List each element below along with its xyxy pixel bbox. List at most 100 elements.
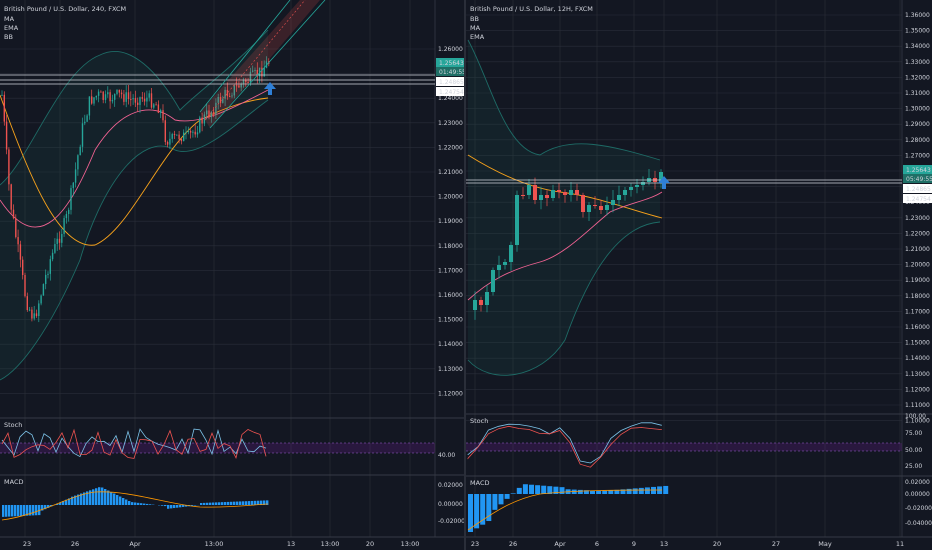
candle [192, 131, 194, 133]
macd-bar [83, 492, 86, 505]
candle [497, 265, 501, 270]
macd-bar [209, 502, 212, 505]
candle [40, 295, 42, 304]
candle [196, 132, 199, 135]
candle [31, 309, 33, 319]
candle [77, 155, 79, 170]
macd-bar [498, 494, 504, 505]
price-tick: 1.36000 [905, 12, 930, 19]
candle [26, 296, 28, 311]
macd-bar [638, 487, 644, 494]
candle [38, 303, 40, 317]
candle [153, 104, 155, 108]
price-tick: 1.14000 [438, 341, 463, 348]
candle [551, 190, 555, 198]
macd-bar [529, 484, 534, 494]
candle [5, 121, 8, 150]
candle [137, 102, 139, 105]
candle [162, 110, 164, 121]
candle [8, 149, 10, 185]
macd-bar [644, 487, 650, 494]
candle [42, 284, 45, 296]
candle [91, 96, 93, 104]
macd-bar [602, 490, 608, 494]
ema-line [0, 94, 269, 246]
macd-bar [35, 505, 38, 516]
candle [473, 300, 477, 310]
candle [503, 262, 507, 265]
candle [581, 195, 585, 212]
stoch-label: Stoch [4, 421, 22, 429]
macd-bar [535, 485, 541, 494]
candle [563, 192, 567, 195]
candle [173, 134, 176, 136]
macd-label: MACD [470, 479, 489, 487]
candle [242, 79, 245, 84]
time-tick: May [818, 540, 832, 548]
macd-bar [206, 502, 209, 505]
candle [178, 134, 180, 139]
macd-bar [29, 505, 32, 516]
macd-bar [632, 488, 638, 494]
countdown-badge [436, 67, 465, 76]
candle [97, 91, 100, 96]
candle [180, 138, 183, 142]
candle [245, 79, 247, 83]
candle [88, 96, 91, 116]
macd-bar [77, 494, 80, 505]
price-tick: 1.15000 [905, 340, 930, 347]
macd-bar [608, 490, 614, 494]
ma-line [0, 89, 269, 228]
bar-countdown: 05:49:55 [906, 176, 932, 183]
macd-bar [14, 505, 17, 517]
candle [28, 309, 31, 311]
time-tick: 26 [509, 540, 517, 548]
level-price: 1.24865 [906, 186, 931, 193]
macd-bar [583, 490, 589, 494]
candle [51, 252, 54, 260]
macd-bar [125, 499, 128, 505]
price-tick: 1.16000 [438, 292, 463, 299]
indicator-label: BB [470, 15, 479, 23]
candle [143, 98, 146, 102]
candle [249, 71, 252, 83]
candle [93, 97, 95, 104]
macd-bar [251, 500, 254, 505]
macd-bar [230, 501, 233, 505]
candle [265, 61, 268, 68]
candle [206, 110, 208, 115]
candle [116, 89, 118, 94]
stoch-band [466, 443, 902, 451]
indicator-label: MA [4, 15, 15, 23]
macd-bar [626, 488, 632, 494]
candle [203, 114, 206, 124]
macd-bar [119, 496, 122, 505]
price-tick: 1.15000 [438, 317, 463, 324]
indicator-label: MA [470, 24, 481, 32]
candle [22, 259, 24, 276]
candle [479, 300, 483, 305]
candle [185, 132, 187, 134]
candle [569, 190, 573, 195]
macd-bar [663, 485, 669, 494]
macd-bar [65, 499, 68, 505]
macd-bar [8, 505, 11, 517]
macd-bar [95, 488, 98, 505]
price-tick: 1.17000 [905, 308, 930, 315]
macd-bar [5, 505, 8, 517]
price-tick: 1.22000 [905, 230, 930, 237]
macd-bar [59, 502, 62, 505]
candle [240, 83, 242, 88]
candle [515, 195, 519, 245]
macd-bar [44, 505, 47, 510]
last-price: 1.25643 [906, 167, 931, 174]
last-price-badge [903, 165, 932, 174]
macd-bar [98, 487, 101, 505]
time-tick: 6 [595, 540, 599, 548]
time-tick: 13:00 [205, 540, 224, 548]
price-tick: 1.28000 [905, 137, 930, 144]
stoch-k-line [1, 428, 267, 458]
price-tick: 1.27000 [905, 152, 930, 159]
macd-bar [212, 502, 215, 505]
macd-bar [510, 493, 516, 494]
